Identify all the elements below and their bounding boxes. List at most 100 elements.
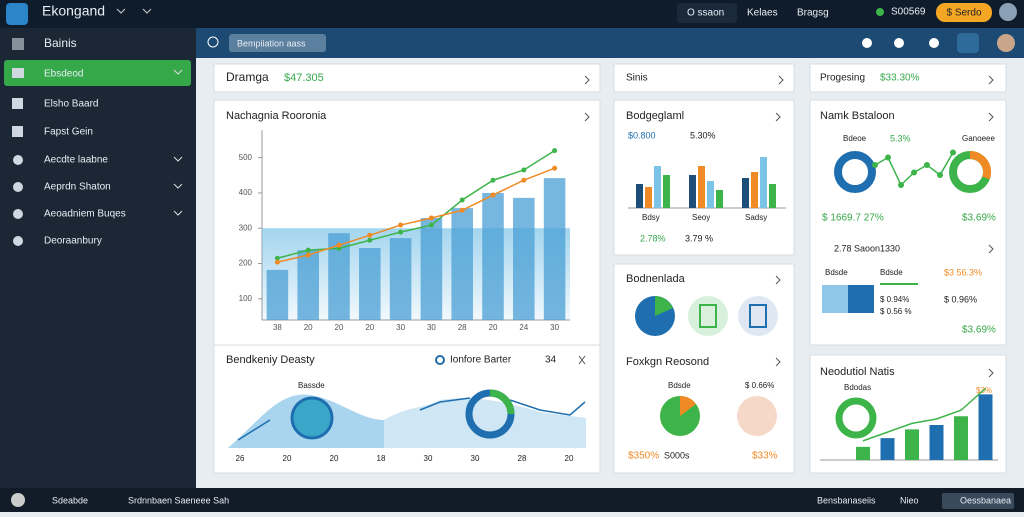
sidebar-item[interactable]: Ebsdeod: [44, 69, 83, 80]
point: [398, 222, 404, 228]
x-tick-label: 30: [396, 323, 405, 332]
card-controls[interactable]: [578, 75, 994, 378]
bar: [297, 250, 319, 320]
header-button[interactable]: [936, 3, 992, 22]
y-tick-label: 100: [239, 294, 253, 303]
toolbar: [196, 28, 1024, 58]
axis-label: Seoy: [692, 213, 710, 222]
tag: Bdodas: [844, 383, 871, 392]
status: S00569: [891, 7, 926, 18]
icon-circle: [688, 296, 728, 336]
bar: [707, 181, 714, 208]
bar: [954, 416, 968, 460]
icon-circle: [738, 296, 778, 336]
point: [911, 169, 917, 176]
legend-dot: [435, 355, 445, 365]
search-box[interactable]: [229, 34, 326, 52]
icon: [749, 304, 767, 328]
bar: [905, 429, 919, 460]
point: [305, 247, 311, 253]
footer-icon: [11, 493, 25, 507]
footer-button[interactable]: [942, 493, 1014, 509]
bar: [266, 269, 289, 320]
y-tick-label: 500: [239, 153, 253, 162]
point: [885, 154, 891, 161]
bar: [328, 233, 350, 320]
logo[interactable]: [6, 3, 28, 25]
sidebar-item[interactable]: Deoraanbury: [44, 236, 102, 247]
toolbar-icons[interactable]: [862, 33, 1015, 53]
y-tick-label: 200: [239, 259, 253, 268]
search-text[interactable]: Bempiiation aass: [237, 38, 306, 48]
val: $3 56.3%: [944, 267, 982, 277]
card-value: $0.800: [628, 130, 656, 140]
label: Bassde: [298, 381, 325, 390]
bar: [698, 166, 705, 208]
tab[interactable]: Kelaes: [747, 8, 778, 19]
tab[interactable]: O ssaon: [687, 8, 724, 19]
sidebar-item[interactable]: Aecdte laabne: [44, 155, 108, 166]
point: [552, 165, 558, 171]
sidebar-active[interactable]: [4, 60, 191, 86]
avatar[interactable]: [999, 3, 1017, 21]
card-value: $33.30%: [880, 73, 920, 84]
x-tick-label: 30: [471, 454, 480, 463]
tag: Bdsde: [668, 381, 691, 390]
tab-active[interactable]: [677, 3, 737, 23]
sub: 2.78 Saoon1330: [834, 243, 900, 253]
val: $ 0.56 %: [880, 307, 912, 316]
foot: 2.78%: [640, 233, 666, 243]
point: [459, 207, 465, 213]
tab[interactable]: Bragsg: [797, 8, 829, 19]
card-title: Sinis: [626, 73, 648, 84]
bar: [636, 184, 643, 208]
point: [898, 182, 904, 188]
search-icon[interactable]: [207, 36, 219, 48]
card-title: Bendkeniy Deasty: [226, 354, 315, 366]
panel: [822, 285, 848, 313]
footer-button-label[interactable]: Oessbanaea: [960, 495, 1011, 505]
sidebar-item[interactable]: Aeoadniem Buqes: [44, 209, 126, 220]
x-tick-label: 30: [550, 323, 559, 332]
count: 34: [545, 355, 557, 366]
donut-part: [489, 389, 515, 415]
sidebar-item[interactable]: Fapst Gein: [44, 127, 93, 138]
foot: 3.79 %: [685, 233, 713, 243]
x-tick-label: 20: [330, 454, 339, 463]
point: [428, 222, 434, 228]
x-tick-label: 24: [519, 323, 528, 332]
point: [490, 177, 496, 183]
gauge: [290, 396, 334, 440]
point: [872, 162, 878, 168]
point: [937, 172, 943, 178]
point: [490, 192, 496, 198]
x-tick-label: 20: [365, 323, 374, 332]
col: Bdsde: [880, 268, 903, 277]
stat: $ 1669.7 27%: [822, 213, 884, 224]
bar: [420, 218, 443, 320]
footer-text: Bensbanaseiis: [817, 495, 876, 505]
point: [336, 242, 342, 248]
card-value: $47.305: [284, 72, 324, 84]
point: [552, 148, 558, 154]
sidebar-item[interactable]: Elsho Baard: [44, 99, 98, 110]
point: [924, 162, 930, 168]
area: [384, 398, 586, 448]
sidebar-chevrons[interactable]: [173, 69, 183, 216]
bar: [978, 394, 993, 460]
x-tick-label: 28: [518, 454, 527, 463]
line: [862, 387, 986, 442]
sidebar-item[interactable]: Aeprdn Shaton: [44, 182, 111, 193]
card-change: 5.30%: [690, 130, 716, 140]
bar: [451, 208, 473, 320]
footer-text: Sdeabde: [52, 495, 88, 505]
header-button-label[interactable]: $ Serdo: [946, 8, 981, 19]
chevrons[interactable]: [116, 8, 152, 14]
val: $ 0.94%: [880, 295, 909, 304]
card-title: Bodnenlada: [626, 273, 686, 285]
col: Bdsde: [825, 268, 848, 277]
foot: $350%: [628, 451, 659, 462]
card-title: Nachagnia Rooronia: [226, 110, 327, 122]
pie-part: [655, 296, 673, 316]
